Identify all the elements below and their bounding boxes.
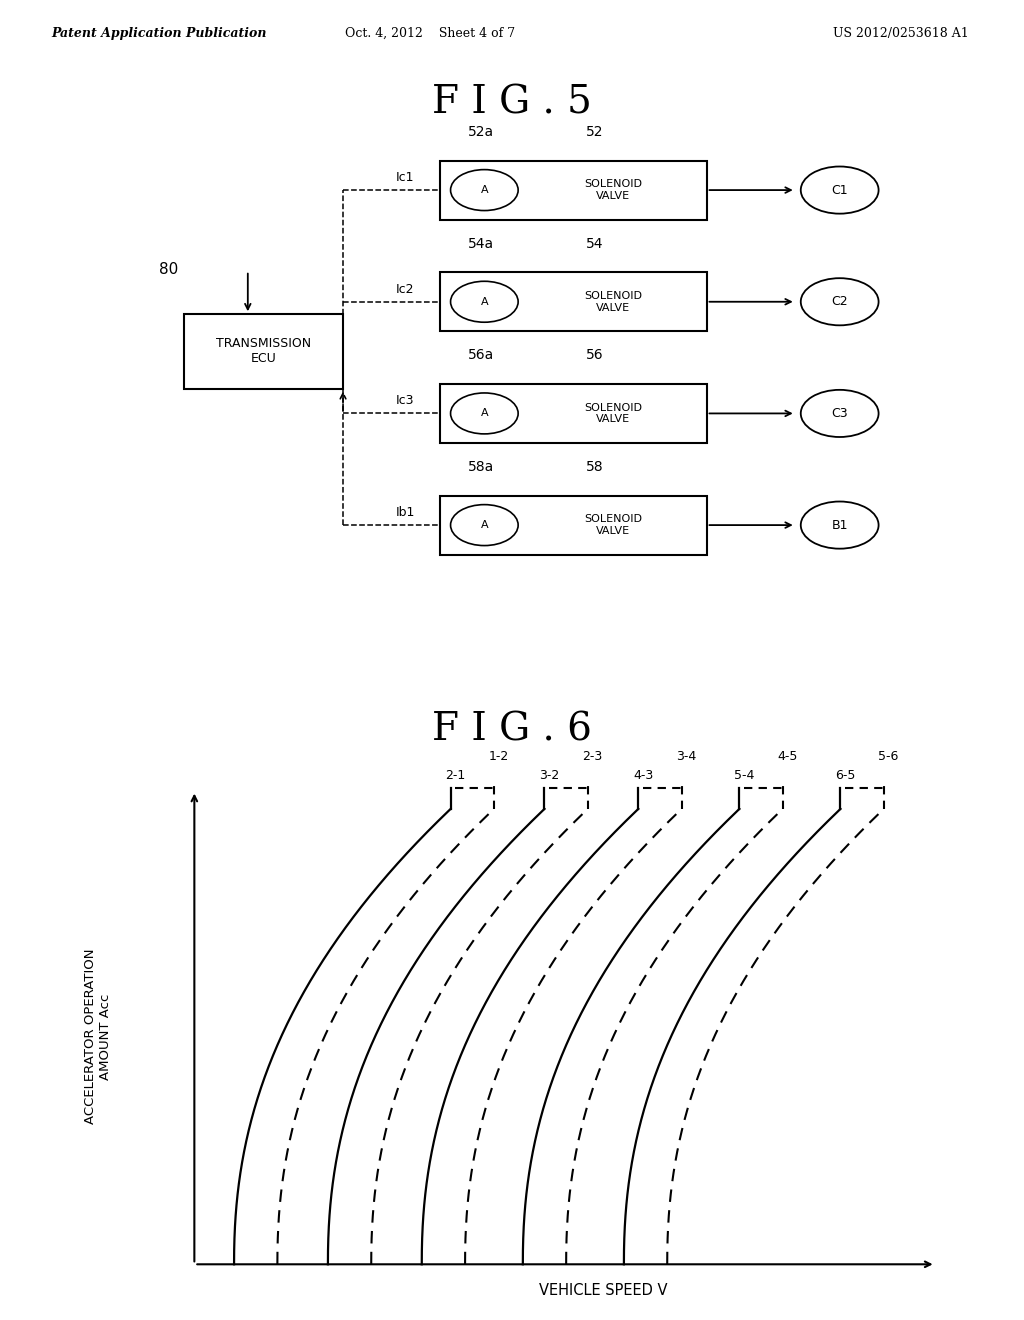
Text: A: A [480, 520, 488, 531]
Text: A: A [480, 185, 488, 195]
Circle shape [451, 281, 518, 322]
Text: VEHICLE SPEED V: VEHICLE SPEED V [540, 1283, 668, 1298]
Text: 56a: 56a [468, 348, 495, 362]
Text: 80: 80 [160, 261, 178, 277]
Text: 3-4: 3-4 [676, 750, 696, 763]
Text: F I G . 5: F I G . 5 [432, 84, 592, 121]
Text: TRANSMISSION
ECU: TRANSMISSION ECU [216, 338, 311, 366]
Text: 58: 58 [586, 459, 603, 474]
Text: B1: B1 [831, 519, 848, 532]
Text: 6-5: 6-5 [836, 768, 855, 781]
Bar [440, 495, 707, 554]
Text: 54a: 54a [468, 236, 495, 251]
Text: 3-2: 3-2 [540, 768, 559, 781]
Text: SOLENOID
VALVE: SOLENOID VALVE [585, 515, 642, 536]
Text: 2-1: 2-1 [445, 768, 466, 781]
Circle shape [801, 166, 879, 214]
Text: Ic3: Ic3 [396, 395, 415, 407]
Bar [440, 384, 707, 444]
Text: SOLENOID
VALVE: SOLENOID VALVE [585, 403, 642, 424]
Text: C3: C3 [831, 407, 848, 420]
Text: 5-4: 5-4 [734, 768, 755, 781]
Text: Ic2: Ic2 [396, 282, 415, 296]
Bar [184, 314, 343, 388]
Text: 58a: 58a [468, 459, 495, 474]
Text: 4-3: 4-3 [633, 768, 653, 781]
Text: 52: 52 [586, 125, 603, 139]
Circle shape [451, 393, 518, 434]
Text: F I G . 6: F I G . 6 [432, 711, 592, 748]
Text: 4-5: 4-5 [777, 750, 798, 763]
Circle shape [801, 389, 879, 437]
Circle shape [801, 502, 879, 549]
Text: A: A [480, 297, 488, 306]
Circle shape [451, 169, 518, 211]
Text: 5-6: 5-6 [879, 750, 899, 763]
Text: 2-3: 2-3 [583, 750, 603, 763]
Text: SOLENOID
VALVE: SOLENOID VALVE [585, 180, 642, 201]
Circle shape [451, 504, 518, 545]
Text: SOLENOID
VALVE: SOLENOID VALVE [585, 290, 642, 313]
Text: 1-2: 1-2 [488, 750, 509, 763]
Text: Patent Application Publication: Patent Application Publication [51, 26, 266, 40]
Bar [440, 161, 707, 219]
Text: Oct. 4, 2012    Sheet 4 of 7: Oct. 4, 2012 Sheet 4 of 7 [345, 26, 515, 40]
Text: A: A [480, 408, 488, 418]
Text: Ib1: Ib1 [395, 506, 415, 519]
Text: US 2012/0253618 A1: US 2012/0253618 A1 [834, 26, 969, 40]
Text: ACCELERATOR OPERATION
AMOUNT Acc: ACCELERATOR OPERATION AMOUNT Acc [84, 949, 112, 1125]
Text: Ic1: Ic1 [396, 170, 415, 183]
Text: 56: 56 [586, 348, 603, 362]
Text: 54: 54 [586, 236, 603, 251]
Text: C2: C2 [831, 296, 848, 309]
Text: C1: C1 [831, 183, 848, 197]
Text: 52a: 52a [468, 125, 495, 139]
Circle shape [801, 279, 879, 325]
Bar [440, 272, 707, 331]
